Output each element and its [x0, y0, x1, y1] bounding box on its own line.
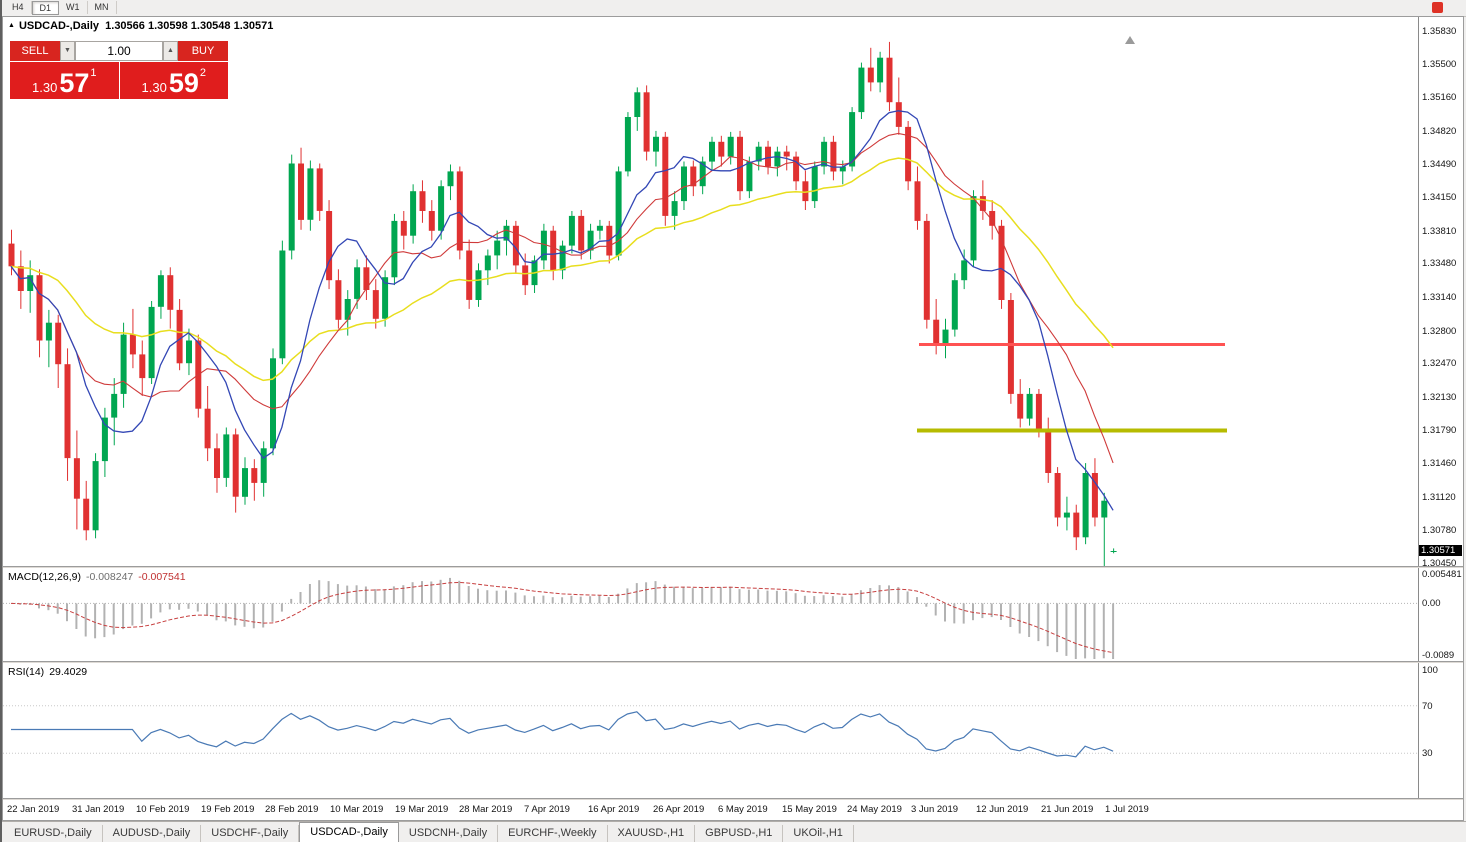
price-axis-label: 1.30450 [1422, 558, 1457, 566]
timeframe-button-group: H4 D1 W1 MN [5, 1, 117, 15]
price-axis-label: 1.32800 [1422, 326, 1457, 337]
timeframe-toolbar: H4 D1 W1 MN [2, 0, 1466, 17]
date-axis-label: 19 Mar 2019 [395, 804, 449, 815]
current-price-badge: 1.30571 [1419, 545, 1462, 556]
sell-price-pips: 57 [59, 68, 90, 99]
rsi-value: 29.4029 [49, 666, 88, 678]
date-axis-label: 1 Jul 2019 [1105, 804, 1149, 815]
macd-axis-label: 0.00 [1422, 598, 1441, 609]
chart-tab-bar: EURUSD-,Daily AUDUSD-,Daily USDCHF-,Daily U… [2, 821, 1466, 842]
rsi-panel: RSI(14) 29.4029 100 70 30 [3, 663, 1463, 798]
macd-label: MACD(12,26,9) -0.008247 -0.007541 [8, 571, 186, 583]
sell-button[interactable]: SELL [10, 41, 60, 61]
date-axis-label: 3 Jun 2019 [911, 804, 959, 815]
date-axis-label: 16 Apr 2019 [588, 804, 640, 815]
date-axis-label: 15 May 2019 [782, 804, 837, 815]
date-axis-label: 10 Mar 2019 [330, 804, 384, 815]
date-axis-label: 26 Apr 2019 [653, 804, 705, 815]
volume-increase-button[interactable]: ▲ [163, 41, 178, 61]
volume-input[interactable]: 1.00 [75, 41, 163, 61]
rsi-axis-label: 30 [1422, 748, 1433, 759]
price-axis-label: 1.34150 [1422, 192, 1457, 203]
panel-splitter[interactable] [3, 566, 1463, 568]
price-axis-label: 1.30780 [1422, 525, 1457, 536]
macd-main-value: -0.008247 [85, 571, 134, 583]
chart-tab-eurusd[interactable]: EURUSD-,Daily [4, 825, 103, 842]
price-axis-label: 1.32130 [1422, 392, 1457, 403]
one-click-trading-panel: SELL ▼ 1.00 ▲ BUY 1.30 57 1 1.30 59 2 [10, 41, 228, 99]
chart-tab-usdcad[interactable]: USDCAD-,Daily [299, 822, 399, 842]
panel-splitter[interactable] [3, 798, 1463, 800]
buy-button[interactable]: BUY [178, 41, 228, 61]
buy-price-main: 1.30 [141, 79, 167, 95]
price-axis-label: 1.32470 [1422, 358, 1457, 369]
chart-title: ▲ USDCAD-,Daily 1.30566 1.30598 1.30548 1… [8, 20, 273, 32]
chart-tab-ukoil[interactable]: UKOil-,H1 [783, 825, 854, 842]
macd-signal-value: -0.007541 [138, 571, 186, 583]
macd-axis-label: -0.0089 [1422, 650, 1455, 661]
price-axis-label: 1.31460 [1422, 458, 1457, 469]
timeframe-button-mn[interactable]: MN [88, 1, 117, 14]
price-axis-label: 1.34490 [1422, 159, 1457, 170]
price-axis-label: 1.35500 [1422, 59, 1457, 70]
rsi-axis-label: 70 [1422, 701, 1433, 712]
date-axis-label: 28 Mar 2019 [459, 804, 513, 815]
date-axis-label: 7 Apr 2019 [524, 804, 570, 815]
price-axis-label: 1.35160 [1422, 92, 1457, 103]
rsi-axis[interactable]: 100 70 30 [1418, 663, 1463, 798]
rsi-label: RSI(14) 29.4029 [8, 666, 88, 678]
chart-tab-usdchf[interactable]: USDCHF-,Daily [201, 825, 300, 842]
date-axis-label: 24 May 2019 [847, 804, 902, 815]
date-axis-label: 10 Feb 2019 [136, 804, 190, 815]
macd-axis-label: 0.005481 [1422, 569, 1462, 580]
price-axis-label: 1.31120 [1422, 492, 1456, 503]
chart-tab-eurchf[interactable]: EURCHF-,Weekly [498, 825, 608, 842]
rsi-chart-canvas[interactable] [3, 663, 1418, 798]
window-collapse-icon[interactable]: ▲ [8, 22, 15, 29]
timeframe-button-w1[interactable]: W1 [59, 1, 88, 14]
price-axis-label: 1.35830 [1422, 26, 1457, 37]
buy-price-display[interactable]: 1.30 59 2 [119, 62, 228, 99]
timeframe-button-h4[interactable]: H4 [5, 1, 32, 14]
macd-panel: MACD(12,26,9) -0.008247 -0.007541 0.005481… [3, 568, 1463, 661]
chart-tab-xauusd[interactable]: XAUUSD-,H1 [608, 825, 696, 842]
price-chart-canvas[interactable] [3, 17, 1418, 566]
price-axis-label: 1.33480 [1422, 258, 1457, 269]
chart-symbol-label: USDCAD-,Daily [18, 20, 100, 32]
price-axis-label: 1.34820 [1422, 126, 1457, 137]
date-axis[interactable]: 22 Jan 2019 31 Jan 2019 10 Feb 2019 19 Feb … [3, 800, 1463, 820]
date-axis-label: 19 Feb 2019 [201, 804, 255, 815]
price-axis-label: 1.31790 [1422, 425, 1457, 436]
rsi-axis-label: 100 [1422, 665, 1438, 676]
chart-tab-usdcnh[interactable]: USDCNH-,Daily [399, 825, 499, 842]
date-axis-label: 6 May 2019 [718, 804, 768, 815]
alert-icon[interactable] [1432, 2, 1443, 13]
volume-decrease-button[interactable]: ▼ [60, 41, 75, 61]
macd-chart-canvas[interactable] [3, 568, 1418, 661]
chart-tab-gbpusd[interactable]: GBPUSD-,H1 [695, 825, 784, 842]
chart-tab-audusd[interactable]: AUDUSD-,Daily [103, 825, 202, 842]
price-panel: ▲ USDCAD-,Daily 1.30566 1.30598 1.30548 1… [3, 17, 1463, 566]
date-axis-label: 28 Feb 2019 [265, 804, 319, 815]
sell-price-pipette: 1 [90, 67, 97, 79]
chart-ohlc-values: 1.30566 1.30598 1.30548 1.30571 [105, 20, 274, 32]
sell-price-main: 1.30 [32, 79, 58, 95]
date-axis-label: 22 Jan 2019 [7, 804, 60, 815]
buy-price-pips: 59 [168, 68, 199, 99]
price-axis-label: 1.33140 [1422, 292, 1457, 303]
date-axis-label: 21 Jun 2019 [1041, 804, 1094, 815]
panel-splitter[interactable] [3, 661, 1463, 663]
price-axis[interactable]: 1.30571 1.35830 1.35500 1.35160 1.34820 1.34… [1418, 17, 1463, 566]
timeframe-button-d1[interactable]: D1 [31, 1, 60, 15]
price-axis-label: 1.33810 [1422, 226, 1457, 237]
chart-window: ▲ USDCAD-,Daily 1.30566 1.30598 1.30548 1… [2, 16, 1464, 821]
macd-axis[interactable]: 0.005481 0.00 -0.0089 [1418, 568, 1463, 661]
buy-price-pipette: 2 [199, 67, 206, 79]
date-axis-label: 31 Jan 2019 [72, 804, 125, 815]
date-axis-label: 12 Jun 2019 [976, 804, 1029, 815]
sell-price-display[interactable]: 1.30 57 1 [10, 62, 119, 99]
